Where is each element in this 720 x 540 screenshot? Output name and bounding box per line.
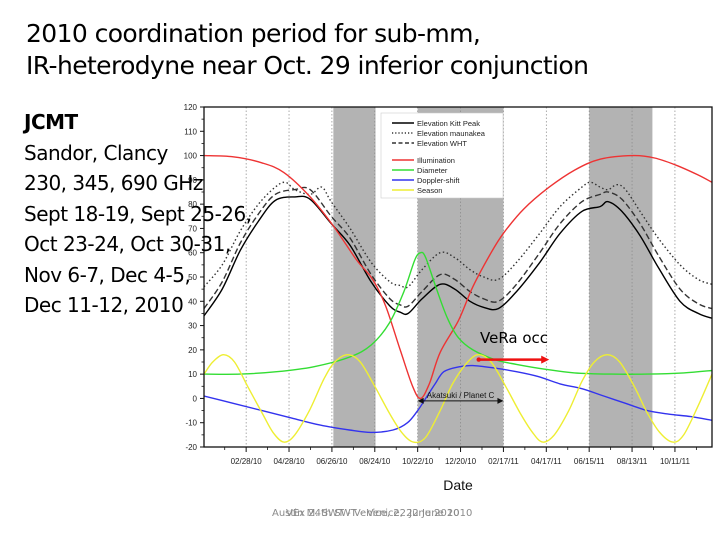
x-tick-label: 06/15/11 <box>574 457 605 466</box>
series-line-illumination <box>204 154 712 400</box>
series-line-elevation-maunakea <box>204 181 712 289</box>
x-tick-label: 04/28/10 <box>273 457 305 466</box>
x-axis-label: Date <box>443 477 473 493</box>
x-tick-label: 06/26/10 <box>316 457 348 466</box>
series-line-elevation-wht <box>204 186 712 310</box>
y-tick-label: 80 <box>188 200 197 209</box>
y-tick-label: 40 <box>188 297 197 306</box>
footer-text-overlay: VEx 24th SWT - Venice, 22 June 2010 <box>286 508 473 519</box>
title-line-1: 2010 coordination period for sub-mm, <box>26 19 481 48</box>
x-tick-label: 10/11/11 <box>660 457 691 466</box>
x-tick-label: 12/20/10 <box>445 457 477 466</box>
vera-occ-label: VeRa occ <box>480 329 549 347</box>
side-line: 230, 345, 690 GHz <box>24 171 203 195</box>
legend-label: Doppler-shift <box>417 176 460 185</box>
y-tick-label: -10 <box>185 419 197 428</box>
vera-arrow-head <box>541 355 550 364</box>
side-heading: JCMT <box>24 110 78 134</box>
akatsuki-label: Akatsuki / Planet C <box>427 391 495 400</box>
side-line: Sept 18-19, Sept 25-26, <box>24 201 252 226</box>
footer-text: Austin M. SWT - Venice, 22 June 2010 <box>272 508 460 519</box>
legend-label: Diameter <box>417 166 448 175</box>
shaded-period <box>589 107 653 447</box>
akatsuki-arrow-head-right <box>497 397 504 404</box>
y-tick-label: 30 <box>188 322 197 331</box>
akatsuki-arrow-head-left <box>417 397 424 404</box>
y-tick-label: 60 <box>188 249 197 258</box>
y-tick-label: 100 <box>184 152 198 161</box>
y-tick-label: 90 <box>188 176 197 185</box>
side-line: Dec 11-12, 2010 <box>24 293 184 317</box>
x-tick-label: 04/17/11 <box>531 457 562 466</box>
legend-label: Elevation Kitt Peak <box>417 119 480 128</box>
side-line: Oct 23-24, Oct 30-31, <box>24 232 231 256</box>
side-text: JCMT Sandor, Clancy 230, 345, 690 GHz Se… <box>24 107 252 321</box>
vera-arrow-tail <box>476 357 481 362</box>
title-line-2: IR-heterodyne near Oct. 29 inferior conj… <box>26 51 589 80</box>
series-line-diameter <box>204 251 712 375</box>
series-line-doppler-shift <box>204 364 712 434</box>
legend-label: Season <box>417 186 442 195</box>
side-line: Nov 6-7, Dec 4-5, <box>24 262 191 287</box>
x-tick-label: 10/22/10 <box>402 457 434 466</box>
y-tick-label: 70 <box>188 224 197 233</box>
y-tick-label: 10 <box>188 370 197 379</box>
legend-label: Elevation WHT <box>417 139 467 148</box>
x-tick-label: 02/17/11 <box>488 457 519 466</box>
side-line: Sandor, Clancy <box>24 140 168 165</box>
y-tick-label: 0 <box>193 394 198 403</box>
y-tick-label: 20 <box>188 346 197 355</box>
y-tick-label: -20 <box>185 443 197 452</box>
series-line-season <box>204 353 712 444</box>
x-tick-label: 08/24/10 <box>359 457 391 466</box>
slide-title: 2010 coordination period for sub-mm, IR-… <box>26 18 589 82</box>
y-tick-label: 50 <box>188 273 197 282</box>
series-line-elevation-kitt-peak <box>204 195 712 319</box>
shaded-period <box>333 107 376 447</box>
x-tick-label: 08/13/11 <box>617 457 648 466</box>
y-tick-label: 110 <box>184 127 197 136</box>
legend-box <box>380 112 504 199</box>
y-tick-label: 120 <box>184 103 198 112</box>
legend-label: Elevation maunakea <box>417 129 486 138</box>
legend-label: Illumination <box>417 156 455 165</box>
x-tick-label: 02/28/10 <box>231 457 263 466</box>
